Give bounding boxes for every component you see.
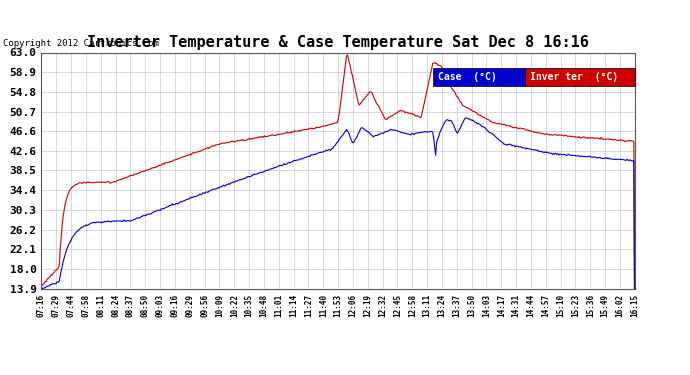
Text: Case  (°C): Case (°C) <box>437 72 497 82</box>
Text: Inver ter  (°C): Inver ter (°C) <box>530 72 618 82</box>
FancyBboxPatch shape <box>525 68 635 86</box>
FancyBboxPatch shape <box>433 68 525 86</box>
Title: Inverter Temperature & Case Temperature Sat Dec 8 16:16: Inverter Temperature & Case Temperature … <box>87 35 589 50</box>
Text: Copyright 2012 Cartronics.com: Copyright 2012 Cartronics.com <box>3 39 159 48</box>
